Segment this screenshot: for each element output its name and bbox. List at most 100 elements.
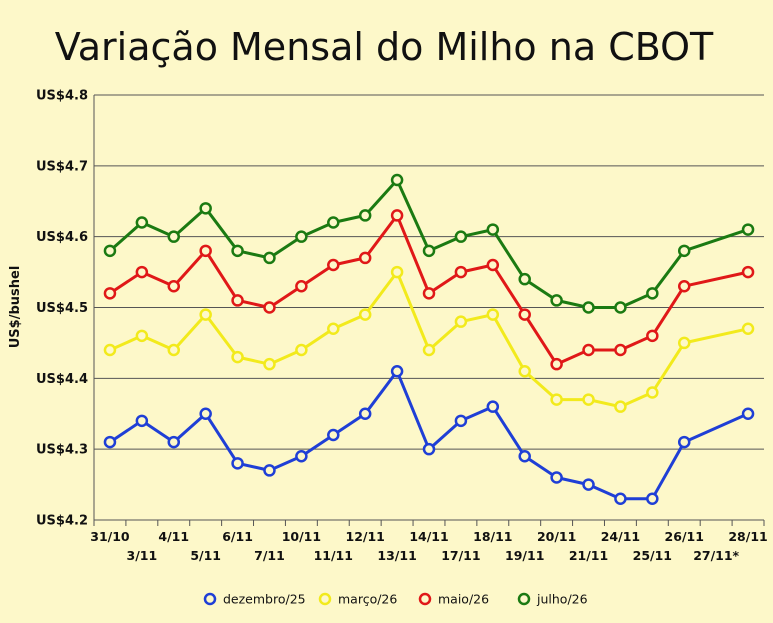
data-point [390, 173, 404, 187]
x-tick-label: 4/11 [158, 529, 189, 544]
legend-item: maio/26 [418, 592, 489, 607]
y-tick-label: US$4.4 [36, 372, 88, 387]
data-point [199, 407, 212, 420]
data-point [263, 301, 276, 314]
data-point [103, 435, 117, 449]
data-point [295, 343, 308, 357]
data-point [231, 457, 244, 470]
data-point [582, 478, 595, 491]
series-dezembro/25 [103, 365, 755, 505]
data-point [103, 244, 117, 258]
data-point [741, 322, 755, 335]
data-point [646, 386, 659, 399]
data-point [358, 407, 372, 420]
data-point [390, 265, 404, 279]
axes [93, 95, 764, 521]
data-point [199, 308, 212, 321]
data-point [677, 435, 691, 449]
data-point [454, 265, 468, 279]
x-tick-label: 18/11 [473, 529, 512, 544]
series-lines [103, 173, 755, 505]
data-point [550, 357, 563, 371]
data-point [646, 492, 659, 505]
data-point [550, 471, 563, 484]
data-point [518, 450, 531, 463]
data-point [518, 272, 531, 286]
data-point [646, 287, 659, 300]
legend-marker [517, 592, 531, 606]
data-point [295, 280, 308, 293]
y-tick-label: US$4.2 [36, 514, 88, 529]
data-point [263, 357, 276, 371]
data-point [167, 230, 181, 243]
data-point [327, 428, 340, 442]
x-tick-label: 31/10 [90, 529, 130, 544]
y-axis-label: US$/bushel [8, 266, 23, 349]
x-tick-label: 28/11 [728, 529, 767, 544]
x-tick-label: 7/11 [254, 548, 285, 563]
data-point [358, 251, 372, 265]
data-point [135, 329, 149, 343]
data-point [741, 407, 755, 420]
x-tick-label: 6/11 [222, 529, 253, 544]
legend-item: dezembro/25 [203, 592, 306, 607]
legend-label: março/26 [338, 592, 397, 607]
x-tick-label: 24/11 [601, 529, 640, 544]
legend-label: dezembro/25 [223, 592, 306, 607]
data-point [327, 258, 340, 272]
x-tick-label: 12/11 [346, 529, 385, 544]
data-point [231, 294, 244, 307]
legend-marker [318, 592, 332, 606]
data-point [741, 223, 755, 236]
legend: dezembro/25 março/26 maio/26 julho/26 [203, 592, 588, 607]
y-axis-ticks: US$4.2 US$4.3 US$4.4 US$4.5 US$4.6 US$4.7 US$4… [36, 89, 88, 529]
legend-label: julho/26 [536, 592, 588, 607]
legend-marker [418, 592, 432, 606]
gridlines [94, 94, 764, 521]
y-tick-label: US$4.6 [36, 230, 88, 245]
data-point [486, 308, 500, 321]
data-point [422, 287, 436, 300]
data-point [295, 230, 308, 243]
x-tick-label: 21/11 [569, 548, 608, 563]
x-axis-ticks: 31/10 3/114/115/116/117/11 10/11 11/11 12/11… [90, 520, 768, 563]
x-tick-label: 3/11 [127, 548, 158, 563]
data-point [103, 287, 117, 300]
data-point [135, 414, 149, 428]
data-point [550, 294, 563, 307]
legend-label: maio/26 [438, 592, 489, 607]
data-point [390, 209, 404, 222]
data-point [231, 244, 244, 258]
data-point [614, 400, 627, 413]
data-point [167, 435, 181, 449]
data-point [135, 216, 149, 229]
data-point [486, 258, 500, 272]
data-point [550, 393, 563, 406]
data-point [582, 343, 595, 357]
y-tick-label: US$4.8 [36, 89, 88, 104]
data-point [454, 230, 468, 243]
y-tick-label: US$4.7 [36, 159, 88, 174]
y-tick-label: US$4.3 [36, 443, 88, 458]
data-point [167, 280, 181, 293]
x-tick-label: 14/11 [409, 529, 448, 544]
data-point [677, 280, 691, 293]
x-tick-label: 13/11 [377, 548, 416, 563]
data-point [677, 244, 691, 258]
data-point [327, 216, 340, 229]
data-point [486, 400, 500, 413]
series-julho/26 [103, 173, 755, 314]
data-point [135, 265, 149, 279]
data-point [422, 442, 436, 456]
data-point [741, 265, 755, 279]
data-point [199, 244, 212, 258]
data-point [518, 365, 531, 378]
data-point [614, 343, 627, 357]
x-tick-label: 20/11 [537, 529, 576, 544]
data-point [103, 343, 117, 357]
chart-title: Variação Mensal do Milho na CBOT [55, 25, 714, 69]
legend-item: julho/26 [517, 592, 588, 607]
data-point [231, 350, 244, 364]
x-tick-label: 27/11* [693, 548, 739, 563]
